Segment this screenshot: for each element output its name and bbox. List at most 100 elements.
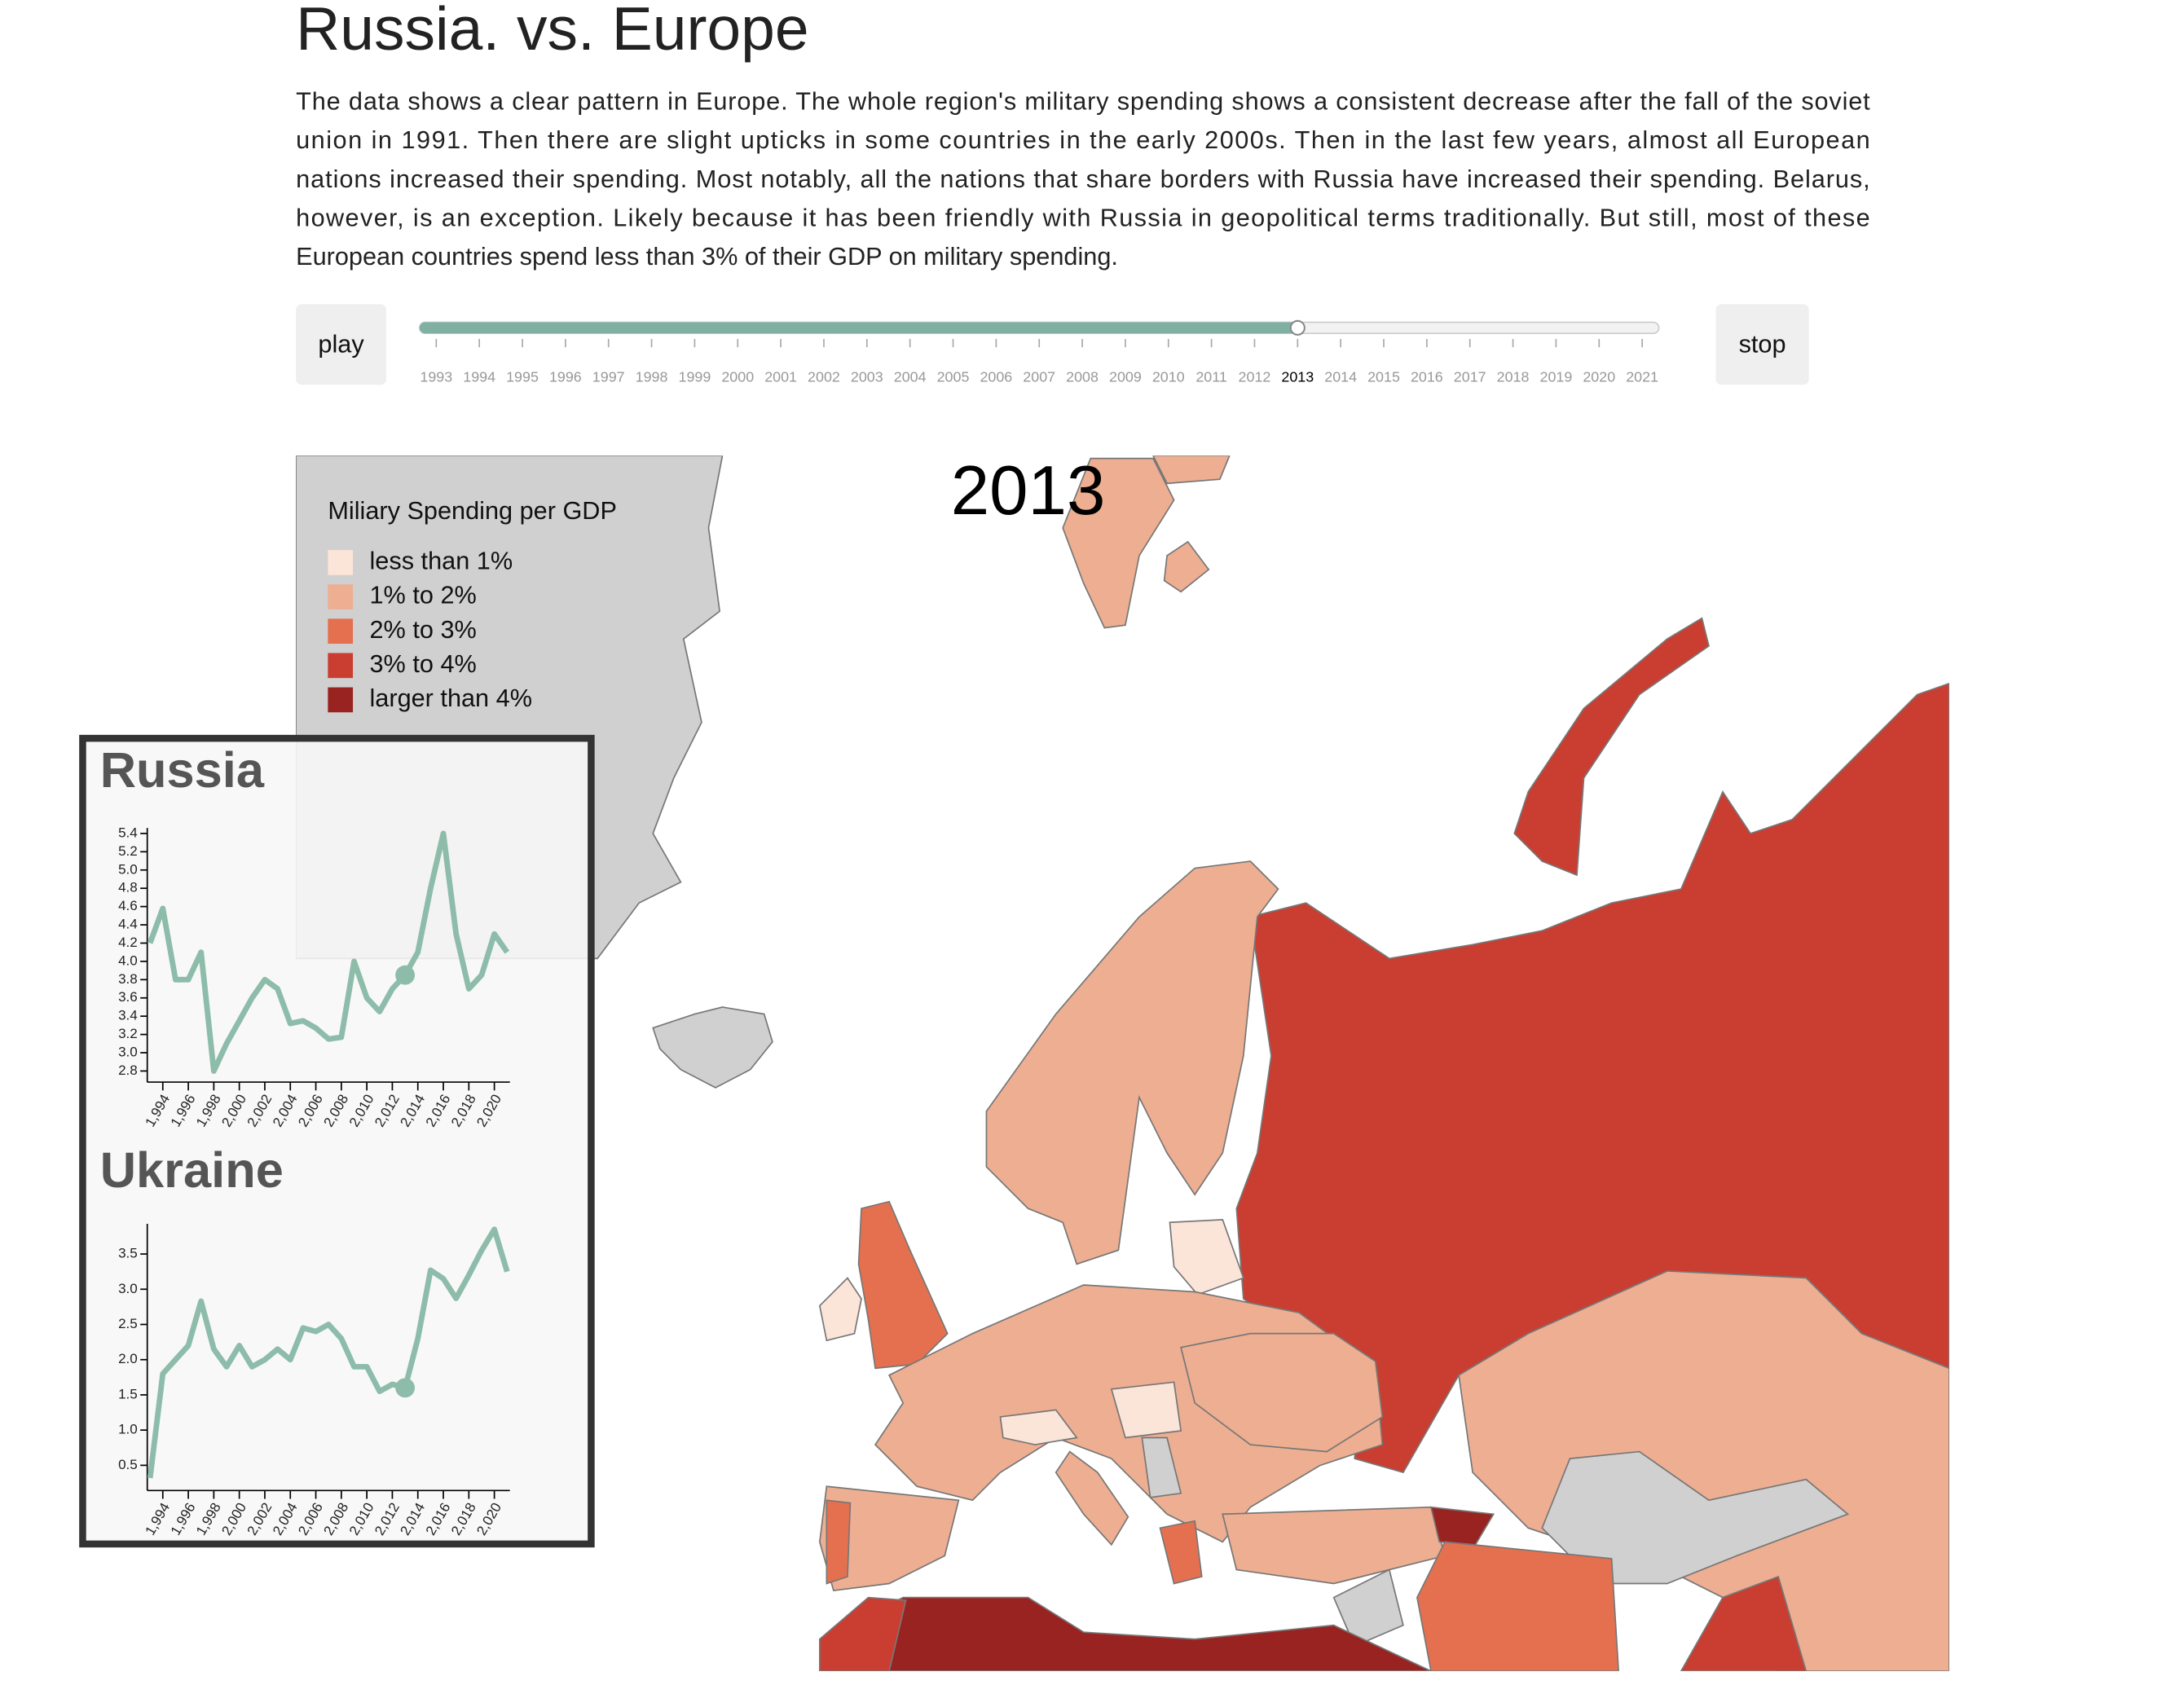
slider-year: 2013 bbox=[1281, 368, 1314, 385]
highlight-point bbox=[395, 965, 416, 985]
y-tick-label: 4.0 bbox=[118, 952, 138, 968]
slider-year: 1999 bbox=[679, 368, 711, 385]
country bbox=[1680, 1575, 1808, 1671]
y-tick-label: 3.8 bbox=[118, 971, 138, 987]
legend-label: 2% to 3% bbox=[369, 615, 476, 644]
slider-year: 2004 bbox=[894, 368, 927, 385]
stop-label[interactable]: stop bbox=[1739, 330, 1786, 359]
y-tick-label: 4.6 bbox=[118, 898, 138, 913]
legend-swatch bbox=[328, 687, 354, 713]
y-tick-label: 4.8 bbox=[118, 880, 138, 895]
slider-year: 2006 bbox=[980, 368, 1012, 385]
country bbox=[1169, 1218, 1244, 1296]
slider-year: 2008 bbox=[1066, 368, 1099, 385]
country bbox=[819, 1596, 907, 1671]
y-tick-label: 0.5 bbox=[118, 1457, 138, 1472]
slider-year: 2002 bbox=[808, 368, 840, 385]
country bbox=[1152, 455, 1231, 485]
legend-label: 3% to 4% bbox=[369, 649, 476, 678]
slider-year: 2007 bbox=[1023, 368, 1055, 385]
tooltip bbox=[79, 734, 595, 1548]
y-tick-label: 3.2 bbox=[118, 1026, 138, 1041]
country bbox=[1458, 1270, 1949, 1671]
slider-year: 2021 bbox=[1626, 368, 1658, 385]
legend-swatch bbox=[328, 618, 354, 645]
highlight-point bbox=[395, 1378, 416, 1398]
y-tick-label: 1.5 bbox=[118, 1386, 138, 1401]
legend-label: less than 1% bbox=[369, 547, 513, 575]
slider-year: 2016 bbox=[1411, 368, 1443, 385]
country bbox=[985, 860, 1279, 1265]
year-slider[interactable]: 1993 1994 1995 1996 1997 1998 1999 2000 2001 2002… bbox=[419, 319, 1660, 385]
y-tick-label: 2.5 bbox=[118, 1316, 138, 1331]
y-tick-label: 3.5 bbox=[118, 1246, 138, 1261]
y-tick-label: 1.0 bbox=[118, 1422, 138, 1437]
country bbox=[1163, 540, 1210, 593]
slider-year: 2017 bbox=[1454, 368, 1486, 385]
slider-year: 2005 bbox=[937, 368, 970, 385]
country bbox=[1513, 617, 1710, 877]
legend-label: 1% to 2% bbox=[369, 581, 476, 609]
slider-year: 2018 bbox=[1497, 368, 1530, 385]
country bbox=[1222, 1506, 1446, 1585]
chart-title: Ukraine bbox=[100, 1142, 284, 1199]
country bbox=[1110, 1381, 1182, 1439]
slider-year: 1998 bbox=[636, 368, 668, 385]
paragraph-line: union in 1991. Then there are slight upt… bbox=[296, 125, 1870, 154]
country bbox=[826, 1499, 852, 1585]
legend: less than 1% 1% to 2% 2% to 3% 3% to 4% larg… bbox=[328, 547, 532, 713]
chart-title: Russia bbox=[100, 742, 265, 799]
country bbox=[1159, 1520, 1203, 1585]
y-tick-label: 3.6 bbox=[118, 989, 138, 1005]
slider-year: 1995 bbox=[506, 368, 539, 385]
slider-year: 2010 bbox=[1152, 368, 1185, 385]
slider-year: 2003 bbox=[851, 368, 883, 385]
slider-fill bbox=[419, 322, 1298, 334]
play-button[interactable] bbox=[296, 304, 386, 385]
slider-year: 2011 bbox=[1195, 368, 1227, 385]
line-series bbox=[147, 1226, 510, 1479]
y-tick-label: 3.4 bbox=[118, 1008, 138, 1023]
slider-year: 2000 bbox=[721, 368, 754, 385]
country bbox=[1429, 1506, 1495, 1546]
y-tick-label: 5.2 bbox=[118, 843, 138, 859]
page-title: Russia. vs. Europe bbox=[296, 0, 808, 63]
paragraph-line: European countries spend less than 3% of… bbox=[296, 242, 1118, 271]
y-tick-label: 4.4 bbox=[118, 917, 138, 932]
y-tick-label: 4.2 bbox=[118, 935, 138, 950]
legend-swatch bbox=[328, 584, 354, 609]
paragraph-line: nations increased their spending. Most n… bbox=[296, 165, 1870, 193]
paragraph: The data shows a clear pattern in Europe… bbox=[296, 86, 1870, 271]
slider-handle[interactable] bbox=[1289, 319, 1306, 336]
line-series bbox=[147, 830, 510, 1074]
slider-year: 1997 bbox=[592, 368, 625, 385]
country bbox=[1062, 457, 1175, 629]
country bbox=[1332, 1568, 1404, 1648]
slider-year: 1993 bbox=[420, 368, 452, 385]
map-year: 2013 bbox=[951, 452, 1106, 530]
slider-year: 2001 bbox=[764, 368, 797, 385]
country bbox=[1416, 1541, 1619, 1671]
paragraph-line: however, is an exception. Likely because… bbox=[296, 203, 1870, 231]
slider-year: 2009 bbox=[1109, 368, 1142, 385]
legend-title: Miliary Spending per GDP bbox=[328, 496, 617, 525]
stop-button[interactable] bbox=[1715, 304, 1809, 385]
country bbox=[1141, 1436, 1182, 1498]
play-label[interactable]: play bbox=[318, 330, 364, 359]
country bbox=[818, 1277, 862, 1342]
slider-year: 2012 bbox=[1239, 368, 1271, 385]
country bbox=[819, 1596, 1432, 1671]
country bbox=[1055, 1450, 1129, 1546]
legend-swatch bbox=[328, 653, 354, 679]
y-tick-label: 5.4 bbox=[118, 825, 138, 840]
country bbox=[857, 1200, 949, 1370]
country bbox=[1180, 1332, 1384, 1453]
y-tick-label: 2.8 bbox=[118, 1062, 138, 1078]
slider-year: 2014 bbox=[1324, 368, 1357, 385]
slider-year: 1996 bbox=[549, 368, 582, 385]
y-tick-label: 3.0 bbox=[118, 1045, 138, 1060]
slider-year: 2020 bbox=[1583, 368, 1615, 385]
y-tick-label: 3.0 bbox=[118, 1281, 138, 1296]
country bbox=[999, 1409, 1078, 1445]
